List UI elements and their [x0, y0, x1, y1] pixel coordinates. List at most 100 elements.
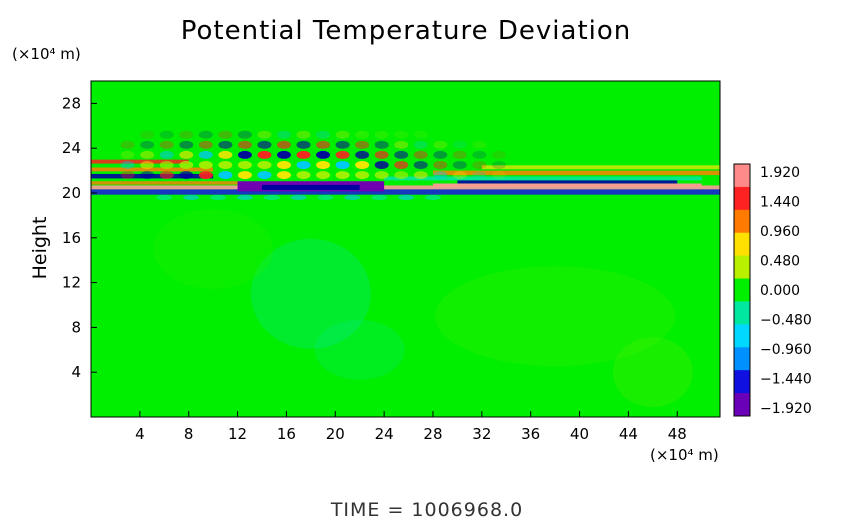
y-tick-label: 4 — [71, 363, 81, 381]
field-blob — [218, 161, 233, 169]
field-blob — [179, 150, 194, 159]
field-blob — [263, 194, 280, 200]
field-blob — [374, 140, 389, 149]
field-blob — [398, 194, 415, 200]
field-blob — [316, 171, 331, 180]
field-blob — [120, 140, 135, 149]
colorbar-swatch — [734, 301, 750, 325]
field-band — [91, 189, 720, 195]
colorbar-label: 1.920 — [760, 165, 800, 181]
field-blob — [452, 171, 467, 180]
colorbar-swatch — [734, 164, 750, 188]
field-blob — [374, 171, 389, 180]
field-blob — [276, 150, 291, 159]
y-tick-label: 24 — [62, 139, 81, 157]
x-tick-label: 16 — [277, 425, 296, 443]
field-band — [91, 185, 720, 190]
field-blob — [433, 150, 448, 159]
colorbar-swatch — [734, 347, 750, 371]
colorbar-frame — [733, 163, 751, 417]
field-blob — [237, 171, 252, 180]
field-blob — [355, 130, 370, 139]
field-blob — [413, 140, 428, 149]
field-blob — [472, 150, 487, 159]
field-blob — [424, 194, 441, 200]
colorbar: 1.920 1.440 0.960 0.480 0.000 −0.480 −0.960 −1.… — [733, 163, 812, 417]
x-tick-label: 44 — [619, 425, 638, 443]
y-axis-unit: (×10⁴ m) — [12, 45, 81, 63]
y-tick-label: 20 — [62, 184, 81, 202]
y-axis-label: Height — [29, 217, 51, 280]
field-blob — [276, 171, 291, 180]
field-blob — [159, 171, 174, 180]
field-blob — [335, 150, 350, 159]
field-blob — [257, 130, 272, 139]
field-blob — [355, 161, 370, 169]
field-blob — [198, 171, 213, 180]
field-blob — [218, 171, 233, 180]
plot-frame — [90, 80, 721, 418]
colorbar-label: 0.960 — [760, 224, 800, 240]
field-blob — [355, 171, 370, 180]
field-blob — [276, 161, 291, 169]
field-blob — [472, 171, 487, 180]
field-blob — [371, 194, 388, 200]
colorbar-label: 1.440 — [760, 195, 800, 211]
field-blob — [183, 194, 200, 200]
field-blob — [413, 130, 428, 139]
field-blob — [335, 140, 350, 149]
field-blob — [179, 130, 194, 139]
field-blob — [433, 161, 448, 169]
field-blob — [120, 171, 135, 180]
field-blob — [344, 194, 361, 200]
field-blob — [355, 150, 370, 159]
colorbar-swatch — [734, 209, 750, 234]
field-blob — [374, 150, 389, 159]
y-tick-label: 28 — [62, 94, 81, 112]
y-tick-label: 8 — [71, 318, 81, 336]
field-blob — [257, 161, 272, 169]
colorbar-swatch — [734, 186, 750, 211]
colorbar-label: −0.480 — [760, 313, 812, 329]
y-tick-label: 16 — [62, 229, 81, 247]
x-tick-label: 24 — [375, 425, 394, 443]
x-axis-unit: (×10⁴ m) — [650, 446, 719, 464]
field-blob — [296, 161, 311, 169]
field-blob — [296, 140, 311, 149]
field-band — [91, 173, 214, 179]
heatmap-field — [91, 130, 720, 408]
field-blob — [314, 319, 405, 380]
field-blob — [435, 266, 676, 367]
field-blob — [452, 150, 467, 159]
field-blob — [452, 140, 467, 149]
field-blob — [140, 150, 155, 159]
field-band — [91, 181, 238, 185]
field-band — [432, 170, 720, 176]
field-blob — [413, 171, 428, 180]
field-blob — [179, 171, 194, 180]
field-blob — [159, 140, 174, 149]
x-tick-label: 48 — [668, 425, 687, 443]
field-blob — [198, 130, 213, 139]
field-blob — [433, 140, 448, 149]
field-blob — [394, 161, 409, 169]
field-blob — [394, 150, 409, 159]
colorbar-swatch — [734, 324, 750, 348]
field-blob — [179, 140, 194, 149]
field-blob — [218, 130, 233, 139]
field-blob — [257, 171, 272, 180]
x-axis-ticks: 4 8 12 16 20 24 28 32 36 40 44 48 — [135, 411, 687, 443]
field-blob — [413, 150, 428, 159]
field-blob — [316, 140, 331, 149]
colorbar-swatch — [734, 393, 750, 417]
field-blob — [374, 130, 389, 139]
colorbar-swatch — [734, 255, 750, 280]
field-blob — [296, 171, 311, 180]
time-label: TIME = 1006968.0 — [330, 499, 523, 519]
field-blob — [218, 150, 233, 159]
colorbar-label: 0.480 — [760, 254, 800, 270]
colorbar-label: 0.000 — [760, 283, 800, 299]
field-blob — [276, 140, 291, 149]
field-blob — [612, 337, 693, 408]
